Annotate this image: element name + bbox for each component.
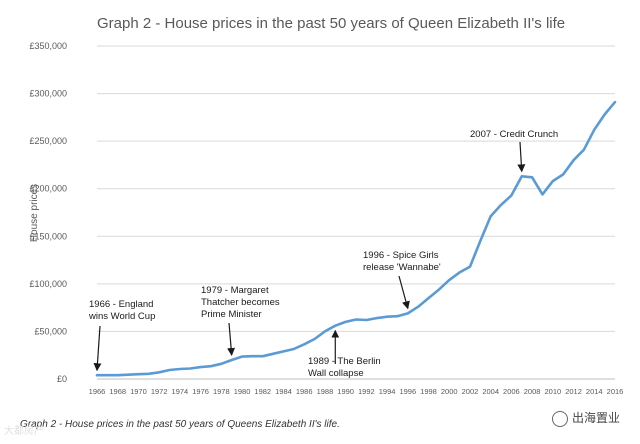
annotation-text: 1966 - England [89,299,153,310]
gridlines [97,45,615,380]
annotation-arrow [398,275,410,310]
watermark-right-text: 出海置业 [572,411,621,425]
annotation-arrow [517,141,526,173]
y-axis-ticks: £0 £50,000 £100,000 £150,000 £200,000 £250,00… [29,41,67,384]
x-tick-label: 2016 [607,387,624,396]
x-tick-label: 1998 [420,387,437,396]
watermark-right: 出海置业 [552,409,620,427]
annotation-text: wins World Cup [88,311,155,322]
x-tick-label: 2004 [482,387,499,396]
x-tick-label: 1982 [254,387,271,396]
annotation-text: Prime Minister [201,309,262,320]
x-tick-label: 1972 [151,387,168,396]
y-tick-label: £150,000 [29,231,67,241]
x-tick-label: 1968 [109,387,126,396]
x-tick-label: 1996 [399,387,416,396]
y-axis-label: House prices [29,184,40,242]
y-tick-label: £300,000 [29,89,67,99]
x-tick-label: 1980 [234,387,251,396]
figure-caption: Graph 2 - House prices in the past 50 ye… [20,419,340,430]
annotation-text: 1996 - Spice Girls [363,250,439,261]
annotation-text: Thatcher becomes [201,297,280,308]
annotation-arrow [227,322,236,356]
x-tick-label: 2012 [565,387,582,396]
annotation-text: Wall collapse [308,368,364,379]
x-tick-label: 2010 [544,387,561,396]
annotation-arrow [93,325,102,372]
wechat-icon [552,410,568,427]
series-layer [95,100,617,377]
x-tick-label: 1970 [130,387,147,396]
x-tick-label: 1990 [337,387,354,396]
x-tick-label: 1984 [275,387,292,396]
y-tick-label: £350,000 [29,41,67,51]
y-tick-label: £200,000 [29,184,67,194]
annotation-text: 1979 - Margaret [201,285,269,296]
x-tick-label: 1978 [213,387,230,396]
x-tick-label: 1986 [296,387,313,396]
watermark-left: 大都房产 [4,426,44,437]
x-tick-label: 2014 [586,387,603,396]
x-tick-label: 1988 [317,387,334,396]
x-tick-label: 1974 [172,387,189,396]
annotation-text: release 'Wannabe' [363,262,441,273]
y-tick-label: £250,000 [29,136,67,146]
x-tick-label: 1994 [379,387,396,396]
y-tick-label: £50,000 [34,326,67,336]
annotation-text: 1989 - The Berlin [308,356,381,367]
y-tick-label: £0 [57,374,67,384]
annotation-text: 2007 - Credit Crunch [470,129,558,140]
y-tick-label: £100,000 [29,279,67,289]
x-axis-ticks: 1966 1968 1970 1972 1974 1976 1978 1980 1982 1984… [89,387,624,396]
chart-title: Graph 2 - House prices in the past 50 ye… [97,15,565,32]
x-tick-label: 2000 [441,387,458,396]
x-tick-label: 1966 [89,387,106,396]
x-tick-label: 2008 [524,387,541,396]
x-tick-label: 1992 [358,387,375,396]
x-tick-label: 1976 [192,387,209,396]
x-tick-label: 2006 [503,387,520,396]
x-tick-label: 2002 [462,387,479,396]
series-line [95,100,617,377]
